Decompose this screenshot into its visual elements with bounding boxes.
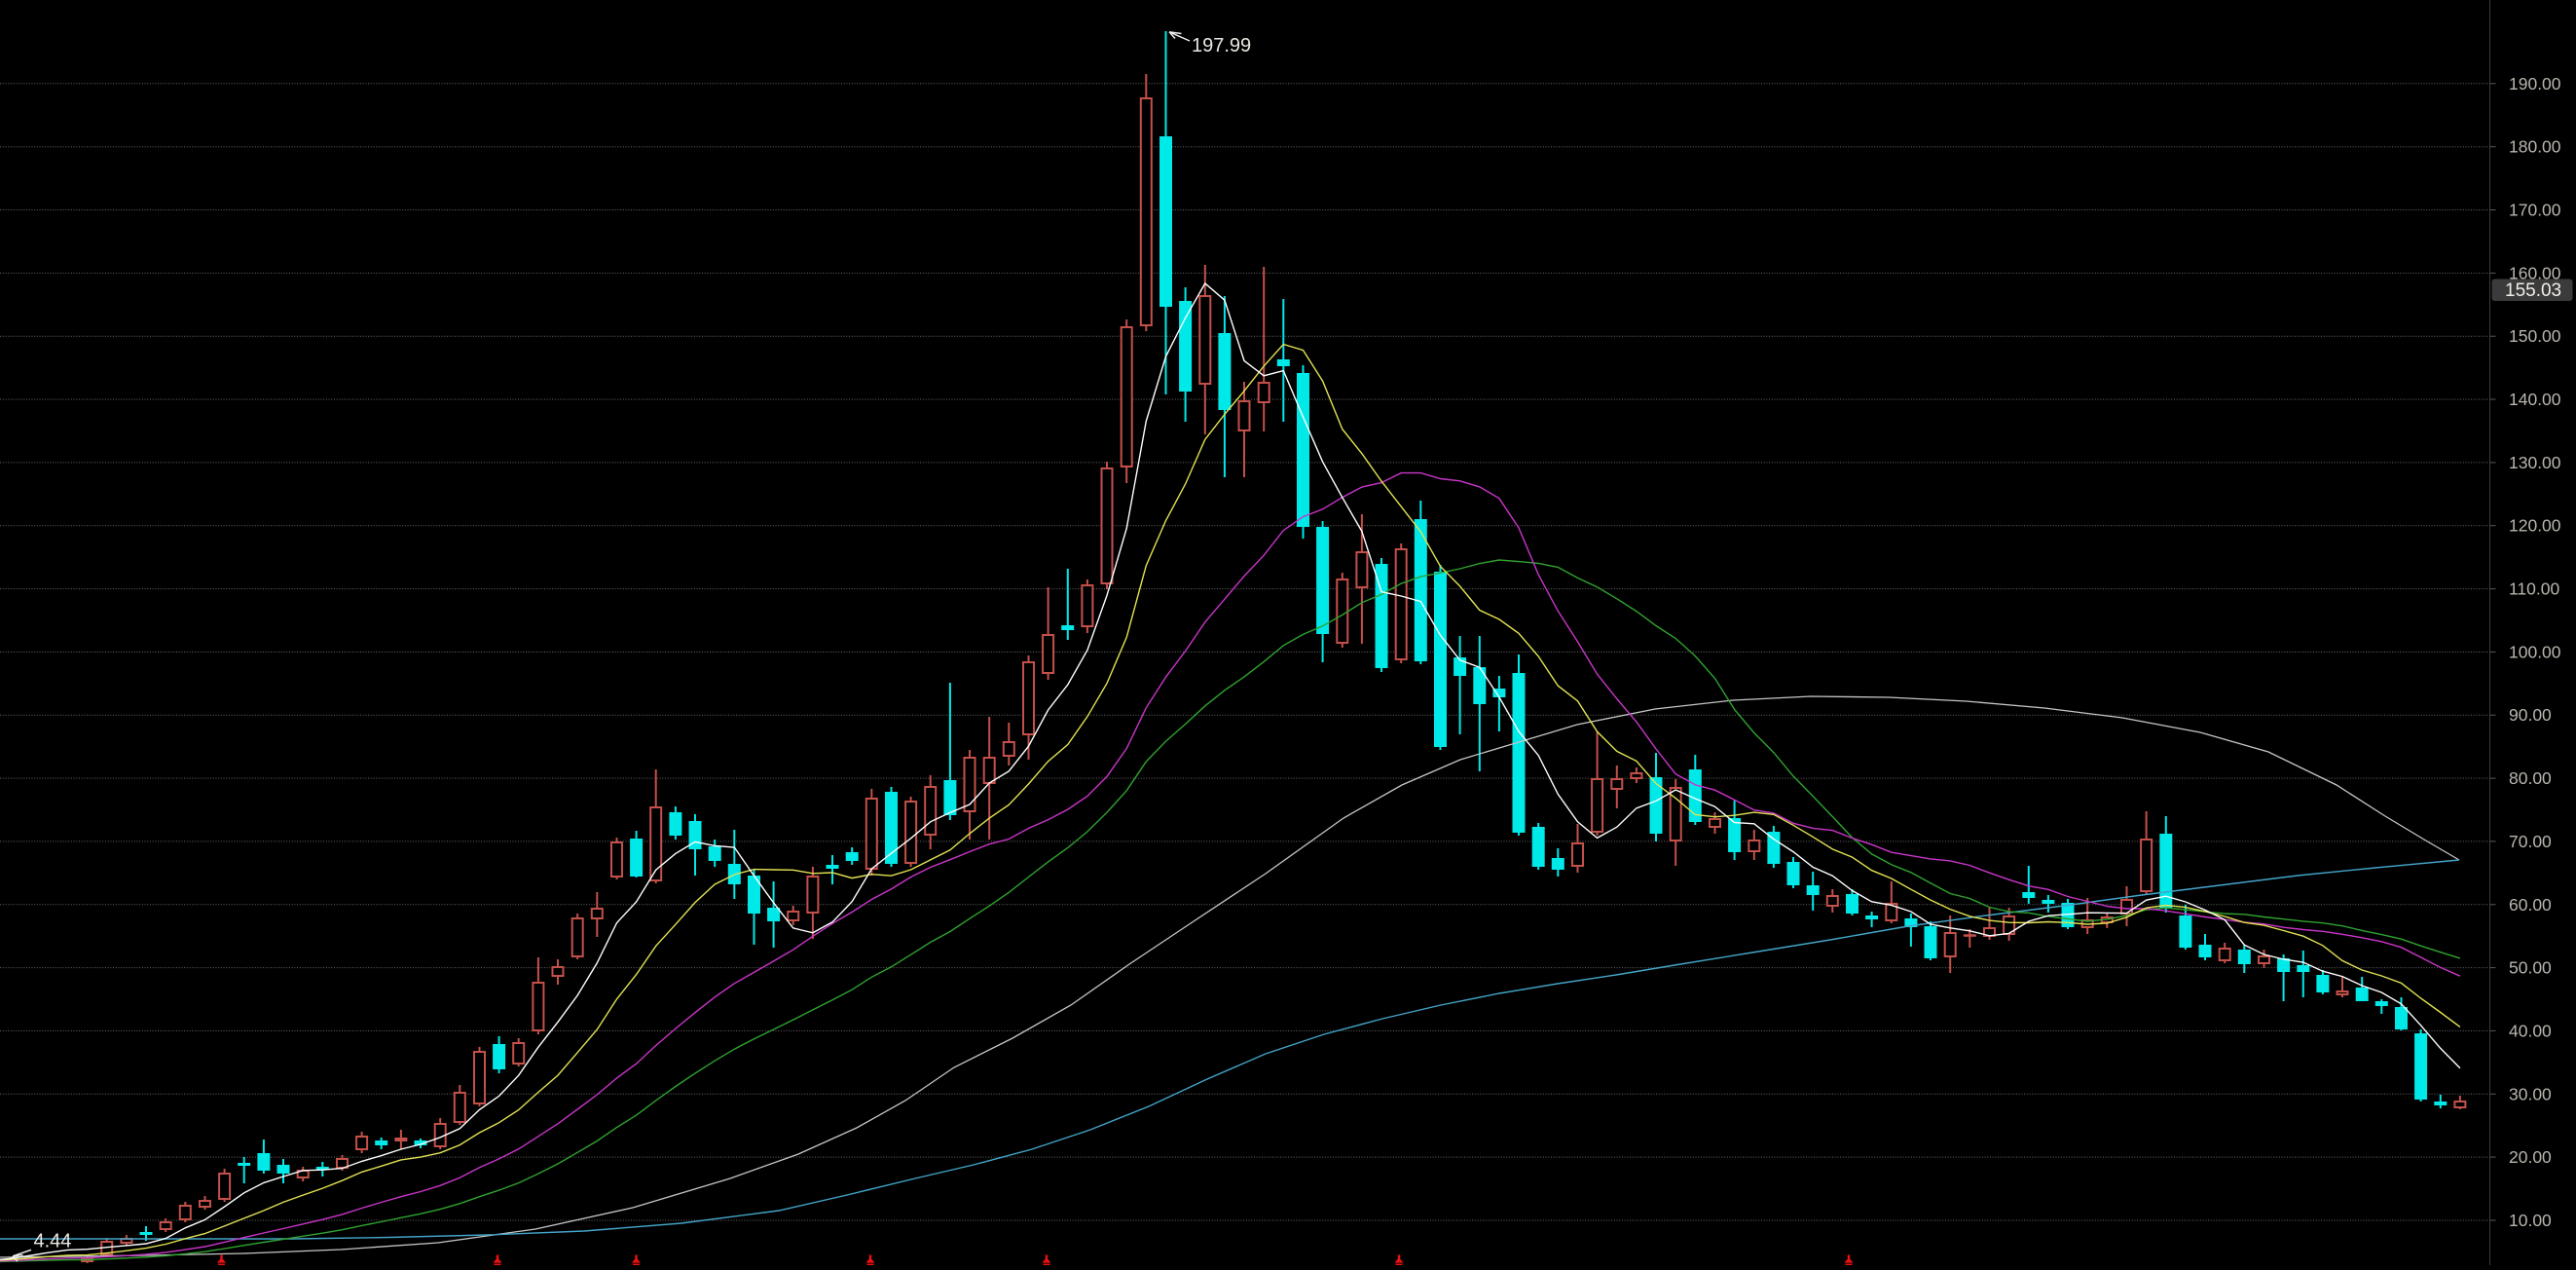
svg-text:190.00: 190.00 [2509,74,2561,93]
svg-text:197.99: 197.99 [1192,35,1251,56]
svg-text:100.00: 100.00 [2509,642,2561,661]
svg-text:4.44: 4.44 [34,1231,72,1252]
svg-text:130.00: 130.00 [2509,453,2561,472]
svg-text:10.00: 10.00 [2509,1211,2552,1230]
svg-text:60.00: 60.00 [2509,895,2552,915]
svg-text:70.00: 70.00 [2509,832,2552,851]
svg-text:160.00: 160.00 [2509,263,2561,282]
svg-text:20.00: 20.00 [2509,1147,2552,1167]
svg-text:90.00: 90.00 [2509,705,2552,725]
svg-text:80.00: 80.00 [2509,768,2552,788]
svg-text:180.00: 180.00 [2509,137,2561,157]
svg-text:170.00: 170.00 [2509,201,2561,220]
svg-text:155.03: 155.03 [2505,280,2561,301]
svg-text:110.00: 110.00 [2509,579,2559,599]
svg-text:30.00: 30.00 [2509,1084,2552,1103]
svg-text:150.00: 150.00 [2509,326,2561,346]
svg-text:40.00: 40.00 [2509,1021,2552,1040]
svg-text:120.00: 120.00 [2509,516,2561,536]
svg-text:50.00: 50.00 [2509,958,2552,978]
svg-text:140.00: 140.00 [2509,390,2561,409]
